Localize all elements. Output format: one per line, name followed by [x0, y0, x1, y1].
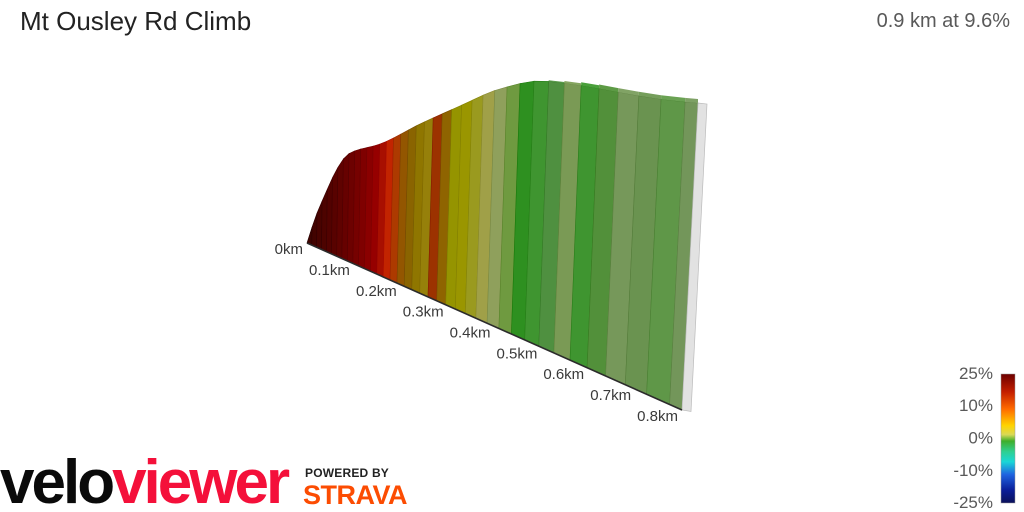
svg-text:0.6km: 0.6km [543, 366, 584, 383]
svg-text:0.8km: 0.8km [637, 408, 678, 425]
svg-text:0.5km: 0.5km [497, 345, 538, 362]
svg-text:0.2km: 0.2km [356, 283, 397, 300]
svg-text:0%: 0% [968, 429, 993, 448]
svg-text:0.7km: 0.7km [590, 387, 631, 404]
svg-text:0.1km: 0.1km [309, 262, 350, 279]
svg-text:-25%: -25% [953, 493, 993, 512]
svg-text:25%: 25% [959, 364, 993, 383]
svg-text:STRAVA: STRAVA [303, 480, 407, 510]
svg-text:0.3km: 0.3km [403, 304, 444, 321]
svg-text:0.4km: 0.4km [450, 325, 491, 342]
svg-text:POWERED BY: POWERED BY [305, 466, 389, 480]
svg-text:0km: 0km [275, 241, 303, 258]
svg-text:-10%: -10% [953, 461, 993, 480]
svg-text:10%: 10% [959, 396, 993, 415]
svg-text:veloviewer: veloviewer [0, 448, 290, 512]
